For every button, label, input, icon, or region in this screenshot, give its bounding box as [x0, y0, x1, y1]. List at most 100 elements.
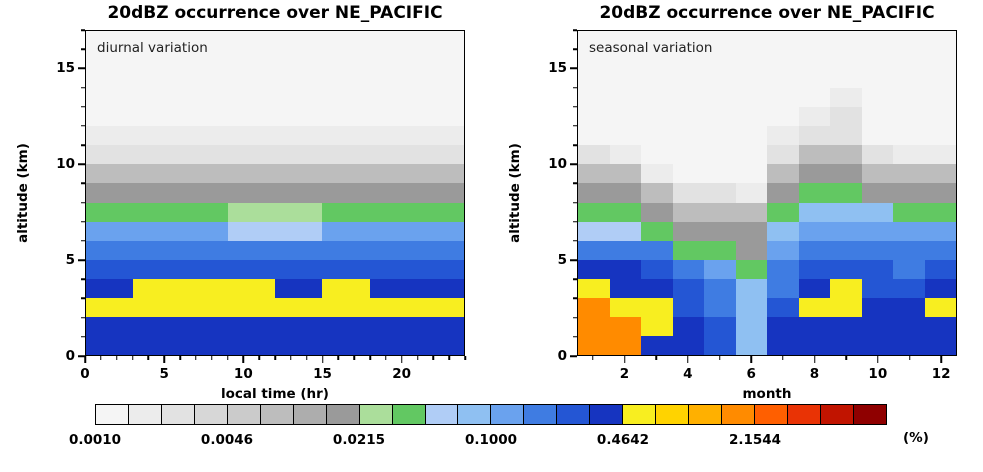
- heatmap-cell: [322, 87, 370, 108]
- x-tick-label: 12: [931, 366, 951, 382]
- x-tick: [195, 356, 197, 360]
- heatmap-cell: [180, 240, 229, 260]
- heatmap-cell: [798, 145, 831, 165]
- colorbar-cell: [96, 405, 128, 424]
- heatmap-cell: [322, 126, 370, 146]
- heatmap-cell: [609, 297, 642, 317]
- heatmap-cell: [861, 183, 894, 203]
- heatmap-cell: [227, 278, 276, 298]
- heatmap-cell: [893, 164, 925, 184]
- colorbar-tick-label: 0.0215: [332, 432, 386, 448]
- heatmap-cell: [830, 183, 862, 203]
- x-tick: [385, 356, 387, 360]
- y-tick: [81, 278, 85, 281]
- heatmap-cell: [704, 49, 736, 70]
- heatmap-cell: [275, 221, 323, 241]
- heatmap-cell: [416, 297, 464, 317]
- x-tick: [432, 356, 435, 360]
- heatmap-cell: [767, 240, 799, 260]
- y-axis-label: altitude (km): [507, 143, 523, 243]
- heatmap-cell: [578, 202, 610, 222]
- heatmap-cell: [369, 183, 418, 203]
- heatmap-cell: [322, 145, 370, 165]
- x-tick: [258, 356, 260, 360]
- heatmap-cell: [416, 240, 464, 260]
- heatmap-cell: [798, 259, 831, 279]
- heatmap-cell: [578, 49, 610, 70]
- heatmap-cell: [578, 259, 610, 279]
- y-tick: [78, 259, 85, 261]
- heatmap-cell: [704, 68, 736, 89]
- heatmap-cell: [893, 106, 925, 127]
- heatmap-cell: [227, 31, 276, 51]
- heatmap-cell: [767, 259, 799, 279]
- y-tick: [81, 316, 85, 319]
- heatmap-cell: [924, 106, 956, 127]
- heatmap-cell: [672, 259, 705, 279]
- heatmap-cell: [609, 126, 642, 146]
- heatmap-cell: [704, 335, 736, 355]
- x-tick-label: 4: [683, 366, 693, 382]
- heatmap-cell: [86, 106, 134, 127]
- y-tick: [573, 316, 577, 319]
- x-tick: [226, 356, 229, 360]
- heatmap-cell: [133, 259, 181, 279]
- heatmap-cell: [641, 68, 673, 89]
- y-tick: [78, 67, 85, 70]
- heatmap-cell: [893, 126, 925, 146]
- heatmap-cell: [416, 145, 464, 165]
- heatmap-cell: [893, 316, 925, 336]
- heatmap-cell: [861, 316, 894, 336]
- heatmap-cell: [672, 145, 705, 165]
- heatmap-cell: [861, 164, 894, 184]
- y-tick-label: 0: [557, 348, 567, 364]
- heatmap-cell: [180, 164, 229, 184]
- heatmap-cell: [641, 202, 673, 222]
- heatmap-cell: [133, 31, 181, 51]
- plot-area: seasonal variation: [577, 30, 957, 356]
- x-tick: [337, 356, 340, 360]
- heatmap-cell: [735, 164, 768, 184]
- x-tick: [369, 356, 371, 360]
- colorbar-cell: [325, 405, 359, 424]
- x-tick: [147, 356, 150, 360]
- y-tick: [573, 336, 577, 338]
- heatmap-cell: [609, 145, 642, 165]
- heatmap-cell: [767, 106, 799, 127]
- heatmap-cell: [798, 278, 831, 298]
- heatmap-cell: [735, 221, 768, 241]
- heatmap-cell: [133, 316, 181, 336]
- heatmap-cell: [830, 335, 862, 355]
- heatmap-cell: [227, 221, 276, 241]
- heatmap-cell: [830, 31, 862, 51]
- heatmap-cell: [735, 68, 768, 89]
- y-tick: [573, 144, 577, 146]
- heatmap-cell: [641, 49, 673, 70]
- panel-diurnal: 20dBZ occurrence over NE_PACIFIC altitud…: [15, 3, 466, 402]
- x-tick: [908, 356, 911, 360]
- heatmap-cell: [861, 240, 894, 260]
- heatmap-cell: [609, 68, 642, 89]
- heatmap-cell: [861, 145, 894, 165]
- heatmap-cell: [735, 278, 768, 298]
- x-tick-label: 10: [233, 366, 253, 382]
- heatmap-cell: [893, 202, 925, 222]
- panel-annotation: diurnal variation: [97, 40, 208, 56]
- heatmap-cell: [924, 278, 956, 298]
- heatmap-cell: [609, 259, 642, 279]
- x-tick-label: 10: [868, 366, 888, 382]
- heatmap-cell: [798, 31, 831, 51]
- heatmap-cell: [735, 335, 768, 355]
- heatmap-cell: [924, 164, 956, 184]
- colorbar-tick-label: 0.1000: [464, 432, 518, 448]
- y-tick: [570, 259, 577, 261]
- heatmap-cell: [133, 297, 181, 317]
- heatmap-cell: [227, 259, 276, 279]
- heatmap-cell: [704, 297, 736, 317]
- heatmap-cell: [322, 240, 370, 260]
- heatmap-cell: [641, 183, 673, 203]
- heatmap-cell: [861, 335, 894, 355]
- heatmap-cell: [798, 202, 831, 222]
- heatmap-cell: [704, 183, 736, 203]
- heatmap-cell: [704, 145, 736, 165]
